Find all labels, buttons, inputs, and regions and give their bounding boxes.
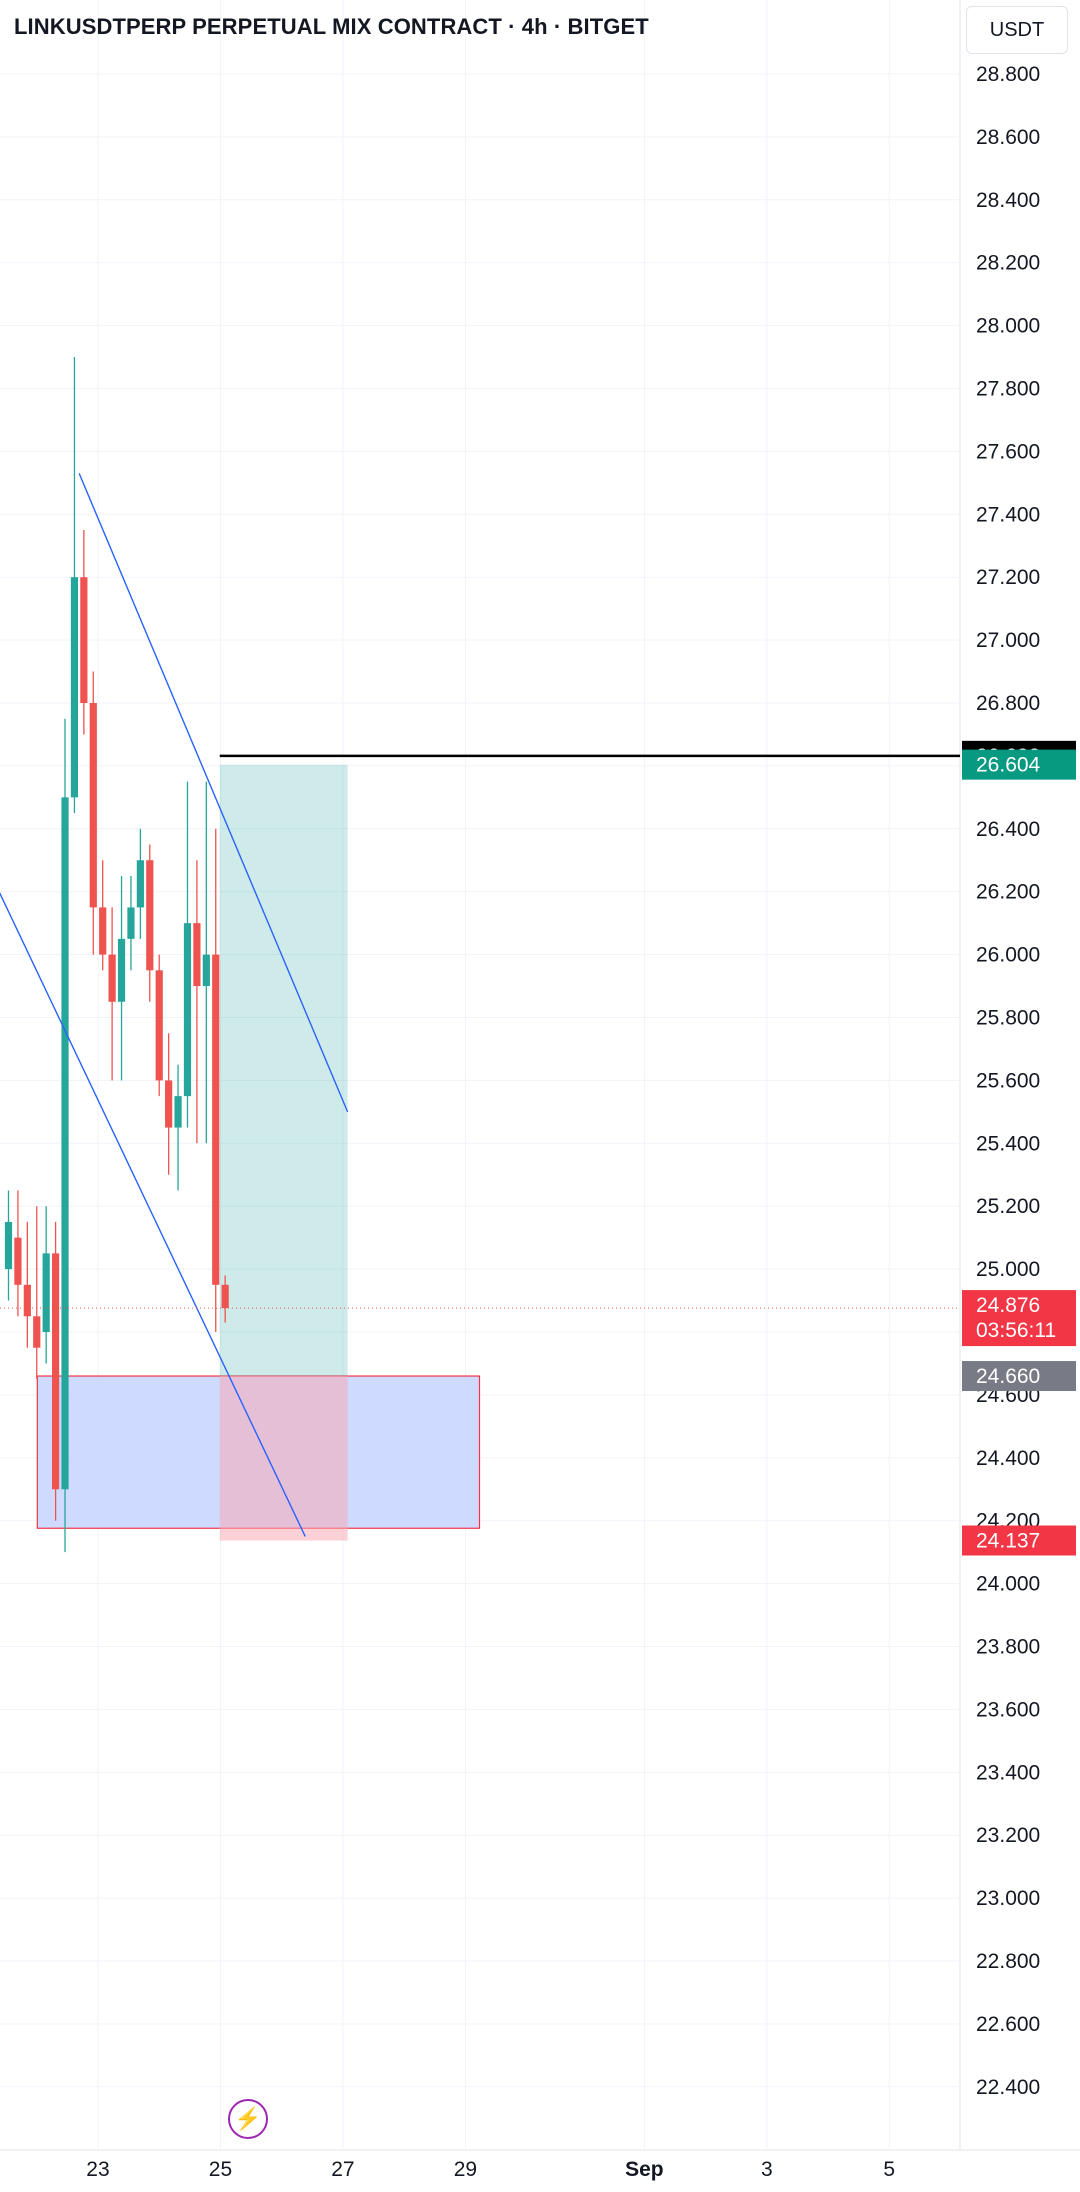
y-tick-label: 27.800 <box>976 378 1040 401</box>
y-tick-label: 28.800 <box>976 63 1040 86</box>
y-tick-label: 26.400 <box>976 818 1040 841</box>
x-tick-label: Sep <box>625 2158 664 2181</box>
candle-body <box>14 1237 22 1285</box>
y-tick-label: 27.400 <box>976 503 1040 526</box>
candle-body <box>70 577 79 798</box>
candle-body <box>99 907 107 955</box>
y-tick-label: 25.400 <box>976 1132 1040 1155</box>
currency-selector-button[interactable]: USDT <box>966 6 1068 54</box>
y-tick-label: 24.400 <box>976 1447 1040 1470</box>
x-tick-label: 27 <box>331 2158 354 2181</box>
chart-title: LINKUSDTPERP PERPETUAL MIX CONTRACT · 4h… <box>14 14 649 39</box>
candle-body <box>183 923 192 1097</box>
y-tick-label: 23.400 <box>976 1761 1040 1784</box>
y-tick-label: 28.200 <box>976 252 1040 275</box>
y-tick-label: 22.400 <box>976 2076 1040 2099</box>
y-tick-label: 25.000 <box>976 1258 1040 1281</box>
lower-trendline[interactable] <box>0 892 306 1537</box>
y-tick-label: 25.800 <box>976 1007 1040 1030</box>
candle-body <box>89 703 97 908</box>
y-tick-label: 27.600 <box>976 440 1040 463</box>
candle-body <box>165 1080 173 1128</box>
candle-body <box>202 954 210 987</box>
entry-price-tag <box>962 1361 1076 1392</box>
x-tick-label: 29 <box>454 2158 477 2181</box>
target-price-tag-label: 26.604 <box>976 754 1041 777</box>
y-tick-label: 25.200 <box>976 1195 1040 1218</box>
y-tick-label: 23.600 <box>976 1698 1040 1721</box>
y-tick-label: 28.400 <box>976 189 1040 212</box>
candle-body <box>42 1253 50 1332</box>
candle-body <box>52 1253 60 1490</box>
candle-body <box>155 970 163 1081</box>
y-tick-label: 23.000 <box>976 1887 1040 1910</box>
y-tick-label: 23.200 <box>976 1824 1040 1847</box>
x-tick-label: 25 <box>209 2158 232 2181</box>
lightning-bolt-icon[interactable]: ⚡ <box>228 2099 268 2139</box>
y-tick-label: 26.800 <box>976 692 1040 715</box>
position-stop-zone[interactable] <box>219 1376 348 1541</box>
candle-body <box>33 1316 41 1348</box>
candle-body <box>221 1284 229 1309</box>
candle-body <box>174 1096 182 1128</box>
y-tick-label: 25.600 <box>976 1069 1040 1092</box>
position-target-zone[interactable] <box>219 764 348 1377</box>
current-price-tag-countdown: 03:56:11 <box>976 1319 1056 1342</box>
candle-body <box>127 907 135 939</box>
y-tick-label: 26.200 <box>976 881 1040 904</box>
x-tick-label: 23 <box>86 2158 109 2181</box>
x-tick-label: 5 <box>883 2158 895 2181</box>
candle-body <box>108 954 116 1002</box>
y-tick-label: 28.000 <box>976 315 1040 338</box>
y-tick-label: 24.000 <box>976 1573 1040 1596</box>
candle-body <box>146 860 154 971</box>
candle-body <box>80 577 88 703</box>
y-tick-label: 22.600 <box>976 2013 1040 2036</box>
current-price-tag-label: 24.876 <box>976 1294 1040 1317</box>
target-price-tag <box>962 749 1076 780</box>
stop-price-tag <box>962 1525 1076 1556</box>
candle-body <box>212 954 220 1285</box>
stop-price-tag-label: 24.137 <box>976 1530 1040 1553</box>
upper-trendline[interactable] <box>78 473 349 1113</box>
y-tick-label: 26.000 <box>976 944 1040 967</box>
candle-body <box>117 938 126 1002</box>
candle-body <box>136 860 144 908</box>
y-tick-label: 27.000 <box>976 629 1040 652</box>
y-tick-label: 27.200 <box>976 566 1040 589</box>
y-tick-label: 28.600 <box>976 126 1040 149</box>
current-price-tag <box>962 1290 1076 1347</box>
candle-body <box>61 797 69 1490</box>
candle-body <box>23 1284 31 1317</box>
x-tick-label: 3 <box>761 2158 773 2181</box>
y-tick-label: 23.800 <box>976 1636 1040 1659</box>
candle-body <box>4 1221 13 1270</box>
entry-price-tag-label: 24.660 <box>976 1365 1040 1388</box>
y-tick-label: 22.800 <box>976 1950 1040 1973</box>
candle-body <box>193 923 201 987</box>
